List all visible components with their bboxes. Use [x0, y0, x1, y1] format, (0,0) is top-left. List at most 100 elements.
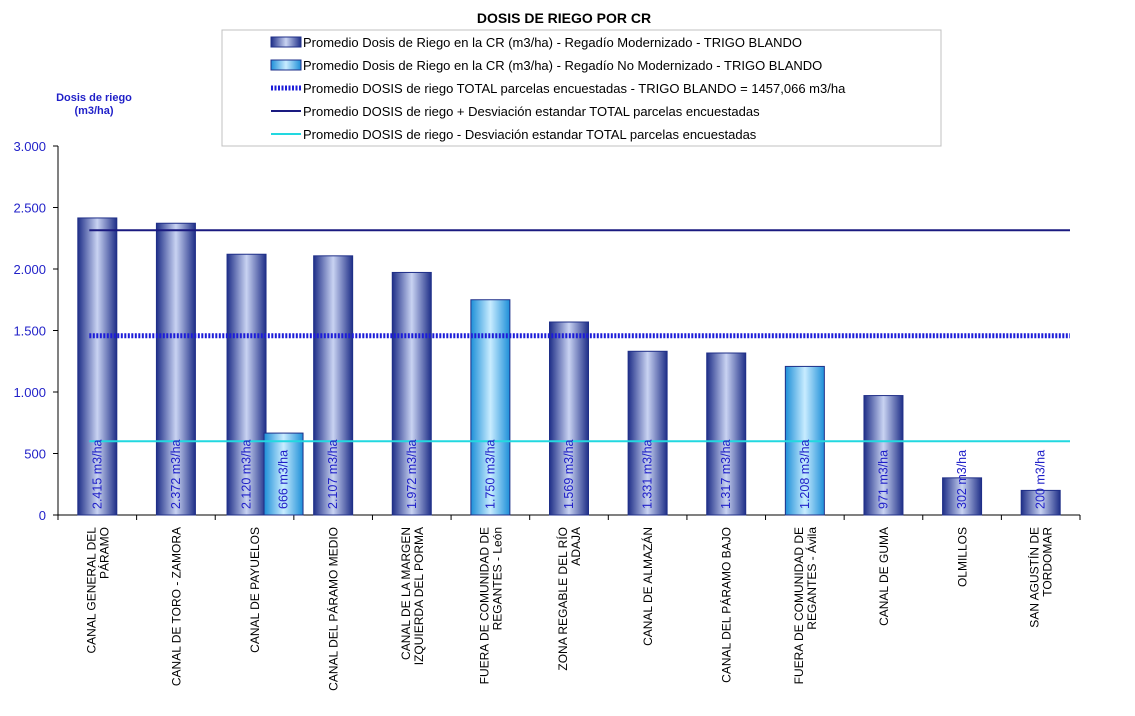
svg-text:FUERA DE COMUNIDAD DEREGANTES: FUERA DE COMUNIDAD DEREGANTES - León [477, 527, 504, 684]
bar-data-label: 2.372 m3/ha [169, 439, 183, 509]
svg-text:CANAL DE ALMAZÁN: CANAL DE ALMAZÁN [640, 527, 655, 646]
bar [263, 432, 304, 516]
x-tick-label-line: IZQUIERDA DEL PORMA [412, 527, 426, 665]
x-tick-label-line: CANAL DEL PÁRAMO BAJO [719, 527, 734, 683]
bar [1020, 489, 1061, 516]
bar-data-label: 1.972 m3/ha [405, 439, 419, 509]
x-tick-label: CANAL DE GUMA [877, 527, 891, 626]
bar [391, 271, 432, 516]
reference-lines [89, 229, 1070, 443]
bar-data-label: 1.331 m3/ha [641, 439, 655, 509]
x-tick-label-line: CANAL DE GUMA [877, 527, 891, 626]
legend: Promedio Dosis de Riego en la CR (m3/ha)… [221, 29, 942, 147]
bar [226, 253, 267, 516]
x-tick-label: ZONA REGABLE DEL RÍOADAJA [555, 527, 583, 671]
svg-text:CANAL GENERAL DELPÁRAMO: CANAL GENERAL DELPÁRAMO [84, 527, 111, 654]
legend-label: Promedio DOSIS de riego TOTAL parcelas e… [303, 81, 846, 96]
svg-text:CANAL DE PAYUELOS: CANAL DE PAYUELOS [248, 527, 262, 653]
x-tick-label: CANAL DE LA MARGENIZQUIERDA DEL PORMA [399, 527, 426, 665]
x-tick-label: CANAL DE PAYUELOS [248, 527, 262, 653]
bar-data-label: 1.317 m3/ha [719, 439, 733, 509]
legend-swatch [270, 59, 302, 71]
x-tick-label-line: OLMILLOS [956, 527, 970, 587]
svg-text:CANAL DE LA MARGENIZQUIERDA DE: CANAL DE LA MARGENIZQUIERDA DEL PORMA [399, 527, 426, 665]
bar [313, 255, 354, 516]
legend-item-average: Promedio DOSIS de riego TOTAL parcelas e… [271, 81, 846, 96]
bar-data-label: 1.208 m3/ha [798, 439, 812, 509]
x-tick-label: OLMILLOS [956, 527, 970, 587]
bar [942, 477, 983, 516]
bar-data-label: 2.120 m3/ha [240, 439, 254, 509]
x-tick-label-line: CANAL DE LA MARGEN [399, 527, 413, 660]
svg-text:CANAL DEL PÁRAMO BAJO: CANAL DEL PÁRAMO BAJO [719, 527, 734, 683]
x-tick-label: CANAL DEL PÁRAMO BAJO [719, 527, 734, 683]
legend-label: Promedio DOSIS de riego - Desviación est… [303, 127, 757, 142]
x-tick-label-line: SAN AGUSTÍN DE [1027, 527, 1042, 628]
y-axis: 0 500 1.000 1.500 2.000 2.500 3.000 [13, 139, 59, 523]
bar-data-label: 2.415 m3/ha [90, 439, 104, 509]
x-tick-label-line: ADAJA [569, 527, 583, 566]
x-tick-label-line: FUERA DE COMUNIDAD DE [792, 527, 806, 684]
bar [549, 321, 589, 516]
x-tick-label: CANAL DE TORO - ZAMORA [169, 527, 183, 686]
y-tick-label: 1.000 [13, 385, 46, 400]
x-tick-label-line: CANAL DE ALMAZÁN [640, 527, 655, 646]
x-tick-label: FUERA DE COMUNIDAD DEREGANTES - León [477, 527, 504, 684]
x-tick-label-line: PÁRAMO [96, 527, 111, 579]
bar-data-label: 1.750 m3/ha [483, 439, 497, 509]
bar [863, 395, 904, 516]
y-tick-label: 0 [39, 508, 46, 523]
x-axis: CANAL GENERAL DELPÁRAMO CANAL DE TORO - Z… [57, 514, 1081, 691]
bar [77, 217, 118, 516]
x-tick-label-line: ZONA REGABLE DEL RÍO [555, 527, 570, 671]
y-tick-label: 3.000 [13, 139, 46, 154]
x-tick-label: CANAL GENERAL DELPÁRAMO [84, 527, 111, 654]
svg-text:CANAL DE GUMA: CANAL DE GUMA [877, 527, 891, 626]
svg-text:CANAL DEL PÁRAMO MEDIO: CANAL DEL PÁRAMO MEDIO [326, 527, 341, 691]
bar-data-label: 971 m3/ha [876, 450, 890, 509]
bar [706, 352, 747, 516]
legend-label: Promedio Dosis de Riego en la CR (m3/ha)… [303, 58, 822, 73]
bar-data-label: 666 m3/ha [277, 450, 291, 509]
y-axis-label-line-2: (m3/ha) [74, 105, 113, 117]
legend-swatch [270, 36, 302, 48]
chart-title: DOSIS DE RIEGO POR CR [477, 10, 651, 26]
bar [627, 350, 668, 516]
y-tick-label: 500 [24, 447, 46, 462]
x-tick-label: CANAL DEL PÁRAMO MEDIO [326, 527, 341, 691]
bars [77, 217, 1061, 516]
bar-data-label: 200 m3/ha [1034, 450, 1048, 509]
y-tick-label: 2.000 [13, 262, 46, 277]
svg-text:OLMILLOS: OLMILLOS [956, 527, 970, 587]
bar [155, 222, 196, 516]
y-axis-label-line-1: Dosis de riego [56, 92, 132, 104]
svg-text:FUERA DE COMUNIDAD DEREGANTES: FUERA DE COMUNIDAD DEREGANTES - Ávila [792, 527, 819, 685]
x-tick-label: SAN AGUSTÍN DETORDOMAR [1027, 527, 1055, 628]
x-tick-label-line: TORDOMAR [1041, 527, 1055, 597]
bar-data-label: 302 m3/ha [955, 450, 969, 509]
legend-item-no-modernizado: Promedio Dosis de Riego en la CR (m3/ha)… [270, 58, 822, 73]
svg-text:ZONA REGABLE DEL RÍOADAJA: ZONA REGABLE DEL RÍOADAJA [555, 527, 583, 671]
legend-label: Promedio Dosis de Riego en la CR (m3/ha)… [303, 35, 802, 50]
x-tick-label-line: REGANTES - Ávila [804, 527, 819, 630]
x-tick-label: FUERA DE COMUNIDAD DEREGANTES - Ávila [792, 527, 819, 685]
legend-item-modernizado: Promedio Dosis de Riego en la CR (m3/ha)… [270, 35, 802, 50]
x-tick-label-line: CANAL DE TORO - ZAMORA [169, 527, 183, 686]
data-labels: 2.415 m3/ha 2.372 m3/ha 2.120 m3/ha 666 m3/… [90, 439, 1047, 509]
x-tick-label: CANAL DE ALMAZÁN [640, 527, 655, 646]
y-tick-label: 1.500 [13, 324, 46, 339]
svg-text:SAN AGUSTÍN DETORDOMAR: SAN AGUSTÍN DETORDOMAR [1027, 527, 1055, 628]
x-tick-label-line: CANAL DEL PÁRAMO MEDIO [326, 527, 341, 691]
legend-box [221, 29, 942, 147]
x-tick-label-line: FUERA DE COMUNIDAD DE [477, 527, 491, 684]
bar-data-label: 2.107 m3/ha [326, 439, 340, 509]
svg-text:CANAL DE TORO - ZAMORA: CANAL DE TORO - ZAMORA [169, 527, 183, 686]
bar-data-label: 1.569 m3/ha [562, 439, 576, 509]
legend-item-minus-sd: Promedio DOSIS de riego - Desviación est… [271, 127, 757, 142]
x-tick-label-line: CANAL GENERAL DEL [84, 527, 98, 654]
x-tick-label-line: CANAL DE PAYUELOS [248, 527, 262, 653]
legend-label: Promedio DOSIS de riego + Desviación est… [303, 104, 760, 119]
x-tick-label-line: REGANTES - León [490, 527, 504, 630]
y-tick-label: 2.500 [13, 201, 46, 216]
